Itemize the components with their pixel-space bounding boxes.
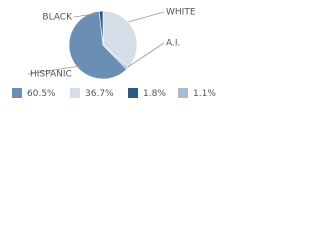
pie-slice: [102, 10, 138, 69]
legend-swatch: [128, 88, 138, 98]
legend-label: 60.5%: [27, 89, 56, 99]
legend-label: 36.7%: [85, 89, 114, 99]
slice-label: HISPANIC: [30, 70, 72, 80]
chart: HISPANIC WHITE BLACK A.I. 60.5% 36.7% 1.8% 1.1%: [12, 8, 216, 99]
slice-label: WHITE: [166, 8, 196, 18]
leader-line: [127, 11, 165, 23]
pie-slice: [98, 10, 104, 46]
legend-label: 1.1%: [193, 89, 216, 99]
pie-slice: [68, 10, 128, 80]
leader-line: [127, 42, 165, 68]
leader-line: [27, 65, 81, 75]
leader-line: [73, 12, 101, 18]
legend-swatch: [12, 88, 22, 98]
slice-label: A.I.: [166, 39, 180, 49]
slice-label: BLACK: [42, 13, 73, 23]
legend-swatch: [178, 88, 188, 98]
legend-swatch: [70, 88, 80, 98]
legend-label: 1.8%: [143, 89, 166, 99]
